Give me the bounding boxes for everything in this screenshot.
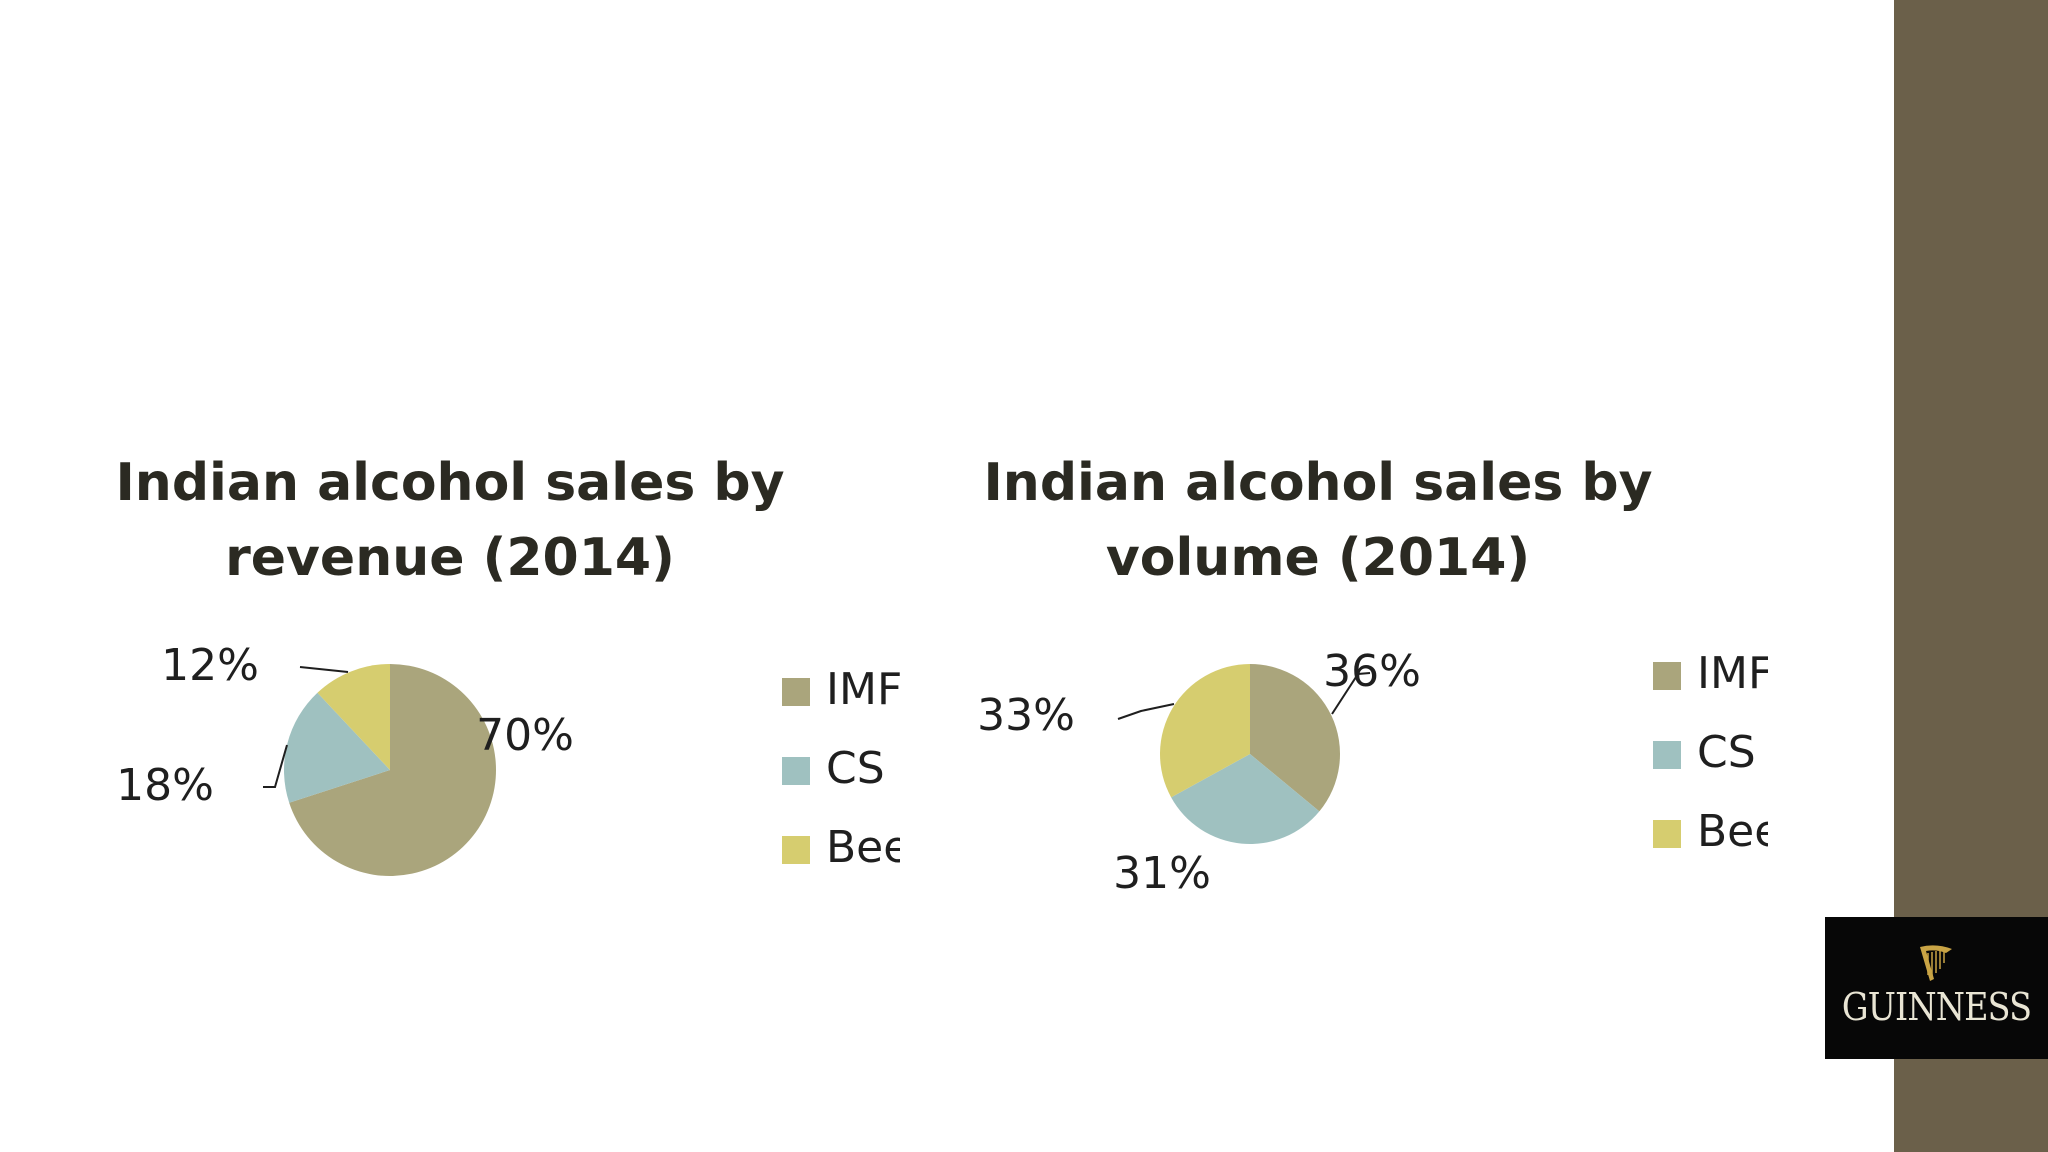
guinness-logo: GUINNESS [1825, 917, 2048, 1059]
chart-title: Indian alcohol sales by revenue (2014) [0, 446, 900, 596]
chart-title-line-2: revenue (2014) [225, 528, 675, 588]
leader-line [299, 666, 349, 673]
volume-pie-chart: Indian alcohol sales by volume (2014) 36… [868, 0, 1768, 1152]
legend-label-imfl: IMFL [826, 664, 900, 715]
pie-slice-cs [1171, 754, 1320, 845]
legend-swatch-imfl [1653, 662, 1681, 690]
leader-line [1117, 703, 1175, 720]
legend-label-beer: Beer [1697, 806, 1768, 857]
pie-slice-cs [284, 692, 390, 803]
data-label-beer: 33% [977, 690, 1075, 741]
legend-swatch-imfl [782, 678, 810, 706]
legend-swatch-beer [1653, 820, 1681, 848]
legend-label-beer: Beer [826, 822, 900, 873]
harp-icon [1920, 945, 1952, 981]
pie-chart-svg: 36% 31% 33% IMFL CS Beer [977, 646, 1768, 899]
legend-swatch-beer [782, 836, 810, 864]
legend-swatch-cs [782, 757, 810, 785]
data-label-imfl: 70% [476, 710, 574, 761]
leader-line [263, 744, 288, 788]
data-label-imfl: 36% [1323, 646, 1421, 697]
pie-slice-beer [317, 664, 390, 770]
data-label-cs: 18% [116, 760, 214, 811]
chart-title-line-1: Indian alcohol sales by [983, 453, 1653, 513]
pie-chart-svg: 70% 18% 12% IMFL CS Beer [116, 640, 900, 876]
chart-title: Indian alcohol sales by volume (2014) [868, 446, 1768, 596]
chart-title-line-1: Indian alcohol sales by [115, 453, 785, 513]
legend-label-cs: CS [826, 743, 885, 794]
legend-label-cs: CS [1697, 727, 1756, 778]
leader-line [1331, 672, 1371, 715]
chart-title-line-2: volume (2014) [1105, 528, 1531, 588]
pie-slice-beer [1159, 664, 1250, 798]
legend-label-imfl: IMFL [1697, 648, 1768, 699]
pie-slice-imfl [1250, 664, 1341, 812]
data-label-beer: 12% [161, 640, 259, 691]
revenue-pie-chart: Indian alcohol sales by revenue (2014) 7… [0, 0, 900, 1152]
logo-text: GUINNESS [1841, 985, 2032, 1029]
legend-swatch-cs [1653, 741, 1681, 769]
pie-slice-imfl [289, 664, 497, 876]
data-label-cs: 31% [1113, 848, 1211, 899]
